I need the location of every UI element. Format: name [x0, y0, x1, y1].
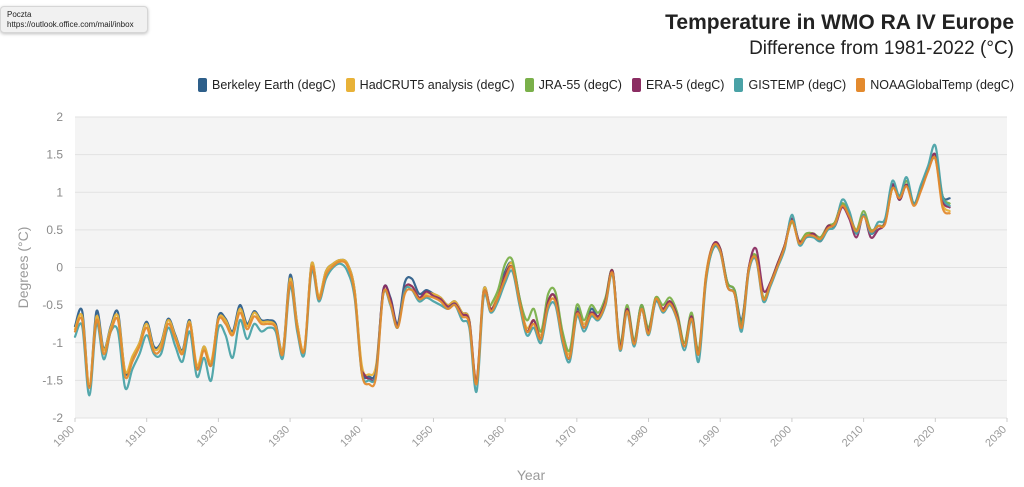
y-tick-label: 0.5 — [46, 223, 63, 237]
legend-item[interactable]: GISTEMP (degC) — [734, 78, 846, 92]
legend-label: GISTEMP (degC) — [748, 78, 847, 92]
legend-label: ERA-5 (degC) — [645, 78, 725, 92]
chart-subtitle: Difference from 1981-2022 (°C) — [749, 38, 1014, 59]
x-tick-label: 1910 — [123, 424, 149, 450]
tooltip-url: https://outlook.office.com/mail/inbox — [7, 20, 134, 29]
legend-label: NOAAGlobalTemp (degC) — [870, 78, 1014, 92]
legend-swatch — [856, 78, 866, 92]
chart-title: Temperature in WMO RA IV Europe — [665, 11, 1014, 34]
x-tick-label: 1930 — [266, 424, 292, 450]
y-tick-label: 1.5 — [46, 148, 63, 162]
legend-swatch — [734, 78, 744, 92]
legend-swatch — [631, 78, 641, 92]
x-tick-label: 1950 — [410, 424, 436, 450]
legend-item[interactable]: ERA-5 (degC) — [631, 78, 725, 92]
x-tick-label: 1970 — [553, 424, 579, 450]
y-tick-label: -0.5 — [42, 298, 63, 312]
series-line-4 — [73, 143, 951, 397]
legend-label: JRA-55 (degC) — [538, 78, 622, 92]
x-tick-label: 2020 — [912, 424, 938, 450]
series-line-5 — [73, 155, 951, 389]
legend-item[interactable]: HadCRUT5 analysis (degC) — [345, 78, 515, 92]
legend-label: Berkeley Earth (degC) — [212, 78, 336, 92]
legend-item[interactable]: JRA-55 (degC) — [524, 78, 622, 92]
x-tick-label: 2010 — [840, 424, 866, 450]
y-tick-label: 2 — [56, 110, 63, 124]
legend-item[interactable]: Berkeley Earth (degC) — [198, 78, 336, 92]
chart-legend: Berkeley Earth (degC) HadCRUT5 analysis (… — [198, 78, 1014, 92]
y-tick-label: 1 — [56, 185, 63, 199]
x-tick-label: 1900 — [51, 424, 77, 450]
tooltip-title: Poczta — [7, 10, 32, 19]
x-tick-label: 2000 — [768, 424, 794, 450]
legend-swatch — [345, 78, 355, 92]
browser-link-tooltip: Poczta https://outlook.office.com/mail/i… — [0, 6, 148, 33]
x-tick-label: 1960 — [481, 424, 507, 450]
x-tick-label: 1980 — [625, 424, 651, 450]
x-axis-label: Year — [517, 467, 546, 483]
y-tick-label: -1.5 — [42, 373, 63, 387]
x-tick-label: 1920 — [195, 424, 221, 450]
x-tick-label: 1990 — [697, 424, 723, 450]
legend-item[interactable]: NOAAGlobalTemp (degC) — [856, 78, 1014, 92]
x-tick-label: 1940 — [338, 424, 364, 450]
x-tick-label: 2030 — [983, 424, 1009, 450]
y-tick-label: -1 — [52, 336, 63, 350]
y-tick-label: 0 — [56, 261, 63, 275]
y-axis-label: Degrees (°C) — [15, 227, 31, 309]
legend-swatch — [198, 78, 207, 92]
legend-swatch — [524, 78, 534, 92]
y-tick-label: -2 — [52, 411, 63, 425]
legend-label: HadCRUT5 analysis (degC) — [359, 78, 515, 92]
